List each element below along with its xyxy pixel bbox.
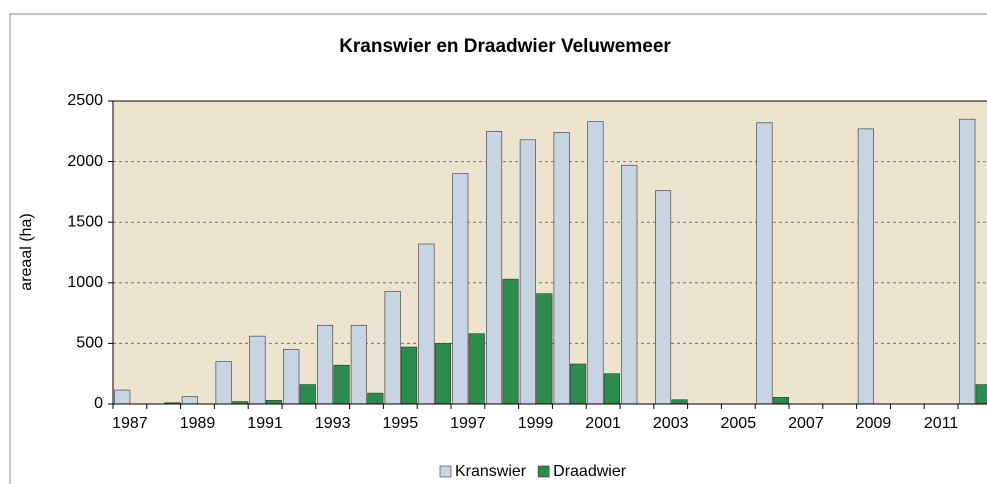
bar <box>316 324 334 405</box>
bar <box>603 373 620 405</box>
bar <box>350 324 367 405</box>
x-tick-label: 1991 <box>247 415 283 432</box>
bar <box>367 392 384 405</box>
legend-label: Kranswier <box>455 463 527 480</box>
x-tick-label: 1997 <box>450 415 486 432</box>
bar <box>756 122 773 405</box>
bar <box>401 346 418 405</box>
x-tick-label: 2011 <box>924 415 959 432</box>
bar <box>570 363 587 405</box>
bar <box>519 139 536 405</box>
x-tick-label: 2009 <box>856 415 892 432</box>
bar <box>434 343 451 405</box>
bar <box>621 164 638 405</box>
x-tick-label: 2003 <box>653 415 689 432</box>
x-tick-label: 2007 <box>788 415 824 432</box>
y-tick-label: 1500 <box>67 213 103 230</box>
y-tick-label: 1000 <box>67 274 103 291</box>
y-axis-label: areaal (ha) <box>18 213 35 290</box>
legend-label: Draadwier <box>553 463 627 480</box>
bar <box>384 290 401 405</box>
chart-title: Kranswier en Draadwier Veluwemeer <box>339 36 671 57</box>
bar <box>536 293 553 405</box>
legend-swatch <box>439 465 452 478</box>
bar <box>485 131 503 405</box>
bar <box>671 399 688 405</box>
bar <box>418 243 435 405</box>
bar <box>502 278 519 405</box>
x-tick-label: 1987 <box>112 415 148 432</box>
bar <box>959 118 976 405</box>
x-tick-label: 2001 <box>585 415 621 432</box>
x-tick-label: 1999 <box>518 415 554 432</box>
bar <box>181 396 198 405</box>
bar <box>553 132 570 405</box>
bar <box>654 190 672 405</box>
x-tick-label: 1995 <box>383 415 419 432</box>
bar <box>283 349 300 405</box>
bar <box>265 400 282 405</box>
y-tick-label: 500 <box>76 335 103 352</box>
bar <box>299 384 316 405</box>
bar <box>333 364 350 405</box>
y-tick-label: 0 <box>94 395 103 412</box>
bar <box>452 173 469 405</box>
bar <box>215 361 232 405</box>
bar <box>975 384 987 405</box>
y-tick-label: 2500 <box>67 92 103 109</box>
bar <box>468 333 485 405</box>
x-tick-label: 1993 <box>315 415 351 432</box>
bar <box>114 389 131 405</box>
x-tick-label: 2005 <box>721 415 757 432</box>
bar <box>857 128 874 405</box>
bar <box>587 121 604 405</box>
bar <box>772 397 789 405</box>
x-tick-label: 1989 <box>180 415 216 432</box>
bar <box>249 335 266 405</box>
legend-swatch <box>537 465 550 478</box>
y-tick-label: 2000 <box>67 153 103 170</box>
